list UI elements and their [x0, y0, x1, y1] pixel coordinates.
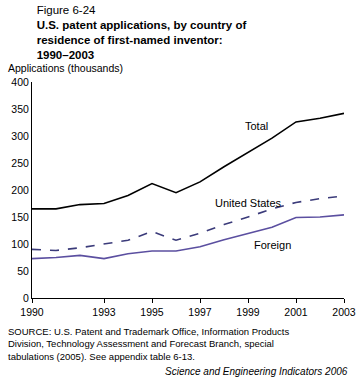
svg-text:1993: 1993: [92, 306, 116, 318]
svg-text:100: 100: [11, 238, 29, 250]
svg-text:350: 350: [11, 103, 29, 115]
svg-text:1999: 1999: [236, 306, 260, 318]
svg-text:Applications (thousands): Applications (thousands): [8, 62, 123, 74]
svg-text:1995: 1995: [140, 306, 164, 318]
svg-text:Foreign: Foreign: [254, 239, 291, 251]
svg-text:United States: United States: [215, 197, 282, 209]
svg-text:1990: 1990: [20, 306, 44, 318]
svg-text:Science and Engineering Indica: Science and Engineering Indicators 2006: [165, 366, 348, 377]
svg-text:250: 250: [11, 157, 29, 169]
svg-text:Figure 6-24U.S. patent applica: Figure 6-24U.S. patent applications, by …: [37, 4, 247, 61]
svg-text:50: 50: [17, 265, 29, 277]
svg-text:Total: Total: [245, 120, 268, 132]
svg-text:300: 300: [11, 130, 29, 142]
svg-text:0: 0: [23, 292, 29, 304]
svg-text:400: 400: [11, 76, 29, 88]
svg-text:1997: 1997: [188, 306, 212, 318]
svg-text:2001: 2001: [284, 306, 308, 318]
svg-text:2003: 2003: [332, 306, 356, 318]
svg-text:150: 150: [11, 211, 29, 223]
svg-text:200: 200: [11, 184, 29, 196]
svg-text:SOURCE: U.S. Patent and Tradem: SOURCE: U.S. Patent and Trademark Office…: [8, 326, 289, 362]
